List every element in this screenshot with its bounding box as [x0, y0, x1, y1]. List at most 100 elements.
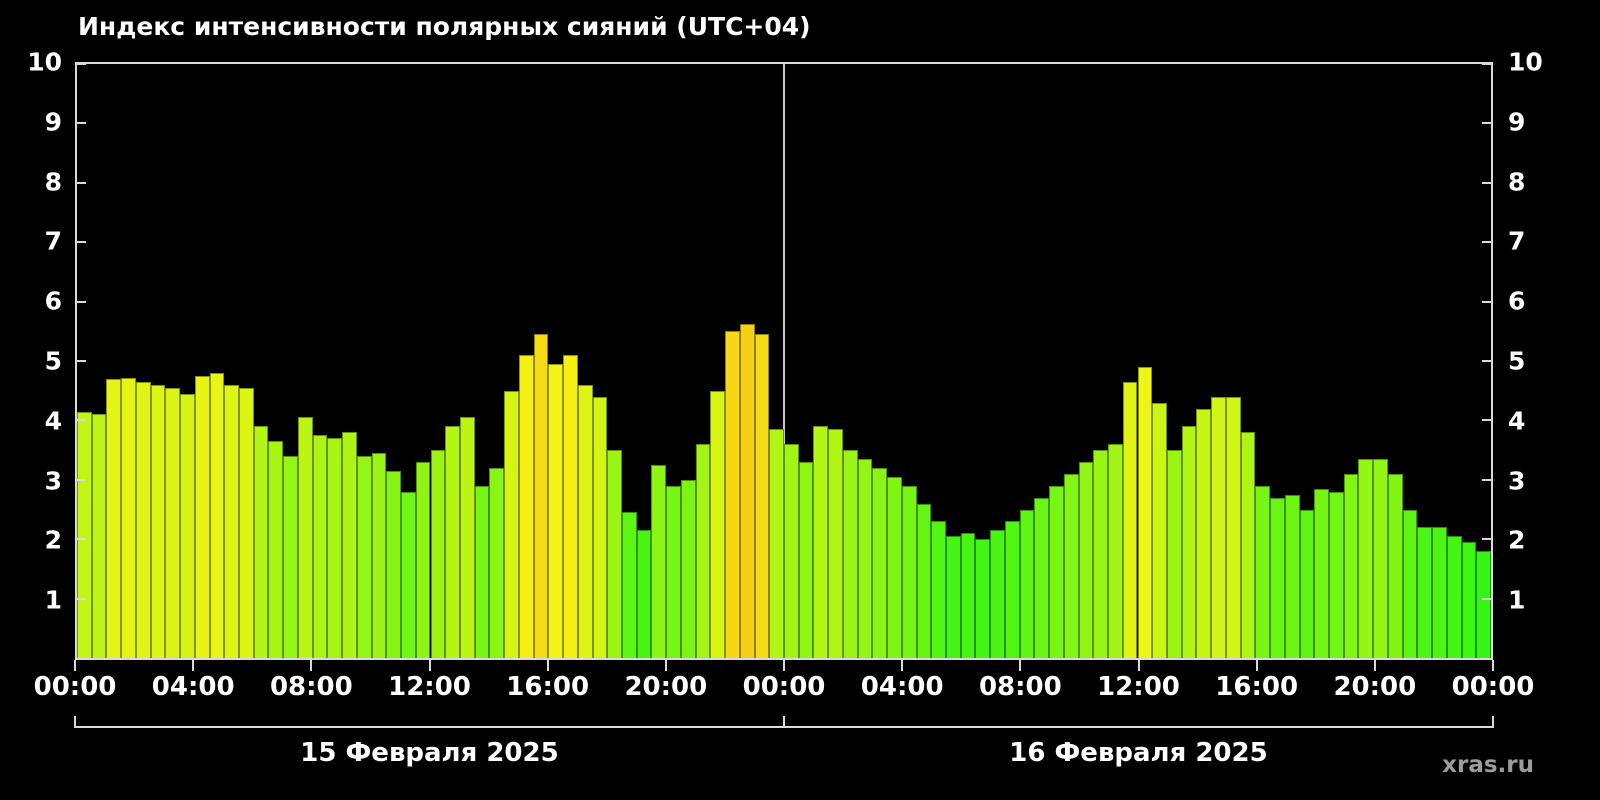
- bar: [180, 393, 195, 658]
- y-tick-label: 6: [44, 286, 62, 316]
- y-tick-mark: [77, 360, 86, 362]
- bar: [666, 485, 681, 658]
- y-tick-label: 9: [1508, 107, 1526, 137]
- date-axis-tick: [1492, 716, 1494, 728]
- bar: [91, 414, 107, 658]
- date-axis: 15 Февраля 2025 16 Февраля 2025: [74, 716, 1494, 780]
- x-tick-label: 08:00: [269, 672, 353, 702]
- bar: [150, 384, 166, 658]
- y-tick-mark: [77, 478, 86, 481]
- x-tick-label: 08:00: [978, 672, 1062, 702]
- bar: [106, 378, 122, 658]
- bar: [297, 417, 313, 658]
- x-tick-mark: [310, 660, 313, 671]
- x-tick-label: 04:00: [151, 672, 235, 702]
- date-axis-tick: [783, 716, 785, 728]
- bar: [209, 372, 225, 658]
- y-tick-mark: [77, 122, 86, 125]
- x-tick-label: 12:00: [1097, 672, 1180, 702]
- x-tick-mark: [1492, 660, 1494, 671]
- bar: [533, 334, 549, 658]
- x-tick-mark: [1255, 660, 1258, 671]
- bar: [563, 355, 578, 658]
- x-tick-mark: [783, 660, 785, 671]
- bar: [1004, 521, 1020, 658]
- bar: [798, 461, 814, 658]
- x-tick-label: 04:00: [860, 672, 944, 702]
- x-tick-label: 00:00: [1451, 672, 1535, 702]
- x-tick-mark: [664, 660, 667, 671]
- bar: [695, 444, 711, 658]
- bar: [239, 387, 254, 658]
- bar: [1078, 461, 1094, 658]
- bar: [651, 464, 667, 658]
- bar: [990, 530, 1005, 658]
- bar: [283, 456, 298, 658]
- bar: [636, 530, 652, 658]
- y-tick-label: 10: [27, 47, 62, 77]
- y-tick-mark: [1482, 419, 1491, 422]
- bar: [828, 429, 843, 658]
- x-axis: 00:00 04:00 08:00 12:00 16:00 20:00 00:00 04:00…: [34, 660, 1534, 708]
- bar: [386, 470, 402, 658]
- bar: [371, 453, 387, 658]
- bar: [916, 503, 932, 658]
- y-tick-mark: [77, 419, 86, 422]
- y-tick-mark: [77, 63, 86, 65]
- y-tick-label: 3: [44, 466, 62, 496]
- y-tick-label: 5: [44, 346, 62, 376]
- bar: [1255, 485, 1271, 658]
- bar: [577, 384, 593, 658]
- bar: [1328, 491, 1344, 658]
- y-tick-label: 4: [44, 406, 62, 436]
- y-tick-label: 10: [1508, 47, 1543, 77]
- bar: [77, 411, 92, 658]
- bar: [1122, 381, 1138, 658]
- bar: [931, 521, 946, 658]
- bar: [1137, 366, 1153, 658]
- bar: [1417, 527, 1433, 658]
- bar: [1211, 396, 1226, 658]
- watermark-label: xras.ru: [1442, 752, 1534, 778]
- x-tick-label: 20:00: [624, 672, 708, 702]
- bar: [312, 435, 328, 658]
- y-tick-mark: [77, 241, 86, 244]
- bar: [253, 426, 269, 658]
- x-tick-label: 12:00: [388, 672, 471, 702]
- day-divider-line: [783, 64, 785, 658]
- bar: [1270, 497, 1285, 658]
- bar: [1446, 536, 1462, 658]
- y-tick-mark: [77, 181, 86, 184]
- bar: [621, 512, 637, 658]
- y-tick-mark: [1482, 300, 1491, 303]
- bar: [872, 467, 888, 658]
- bar: [946, 536, 961, 658]
- bar: [1240, 432, 1256, 658]
- plot-area: [75, 62, 1493, 660]
- bar: [504, 390, 519, 658]
- bar: [445, 426, 460, 658]
- bar: [1402, 509, 1418, 658]
- bar: [1019, 509, 1035, 658]
- y-tick-mark: [77, 538, 86, 541]
- bar: [680, 479, 696, 658]
- bar: [960, 533, 976, 658]
- bar: [1063, 473, 1079, 658]
- bars-layer: [77, 64, 1491, 658]
- bar: [342, 432, 357, 658]
- y-tick-label: 2: [1508, 525, 1526, 555]
- bar: [1152, 402, 1167, 658]
- bar: [710, 390, 726, 658]
- x-tick-mark: [1019, 660, 1022, 671]
- chart-title: Индекс интенсивности полярных сияний (UT…: [78, 12, 811, 41]
- bar: [1476, 551, 1491, 658]
- bar: [1299, 509, 1315, 658]
- bar: [1196, 408, 1212, 658]
- bar: [430, 450, 446, 658]
- bar: [135, 381, 151, 658]
- bar: [327, 438, 343, 658]
- bar: [592, 396, 608, 658]
- bar: [769, 429, 784, 658]
- bar: [842, 450, 858, 658]
